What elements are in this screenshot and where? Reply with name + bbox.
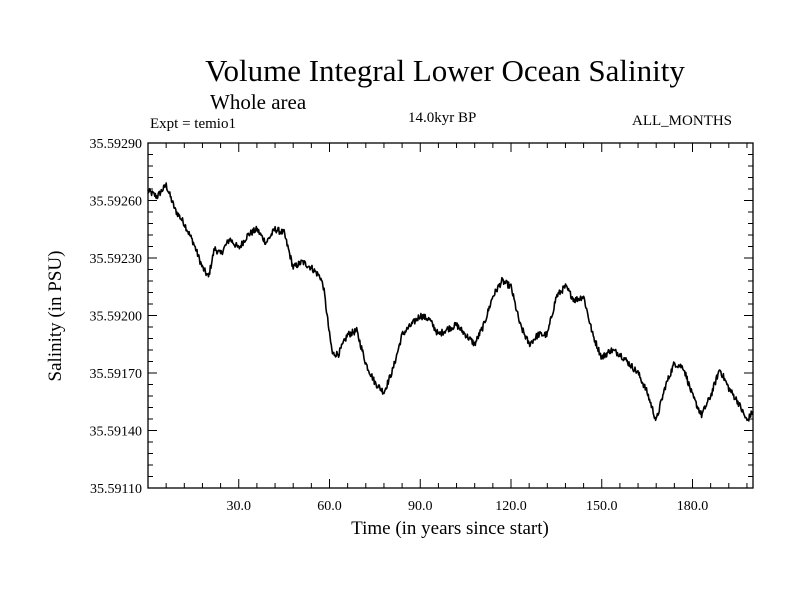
series-layer <box>147 182 754 422</box>
x-tick-label: 60.0 <box>317 499 342 514</box>
y-tick-label: 35.59290 <box>90 137 143 152</box>
x-tick-label: 180.0 <box>677 499 709 514</box>
experiment-label: Expt = temio1 <box>150 116 236 132</box>
x-tick-label: 30.0 <box>227 499 252 514</box>
axis-ticks <box>148 143 753 488</box>
y-tick-label: 35.59230 <box>90 252 143 267</box>
salinity-series-line <box>147 182 754 422</box>
y-tick-label: 35.59110 <box>90 482 142 497</box>
x-axis-label: Time (in years since start) <box>351 518 549 539</box>
chart-subtitle: Whole area <box>210 90 307 114</box>
y-tick-label: 35.59260 <box>90 195 143 210</box>
y-tick-label: 35.59200 <box>90 310 143 325</box>
plot-frame <box>147 142 754 489</box>
y-tick-label: 35.59170 <box>90 367 143 382</box>
x-tick-label: 90.0 <box>408 499 433 514</box>
chart-title: Volume Integral Lower Ocean Salinity <box>205 53 685 88</box>
y-axis-label: Salinity (in PSU) <box>45 251 66 382</box>
tick-labels: 30.0 60.0 90.0 120.0 150.0 180.0 35.59110 35.59… <box>90 137 709 514</box>
x-tick-label: 120.0 <box>495 499 527 514</box>
months-label: ALL_MONTHS <box>632 113 732 129</box>
x-tick-label: 150.0 <box>586 499 618 514</box>
period-label: 14.0kyr BP <box>408 110 477 126</box>
y-tick-label: 35.59140 <box>90 425 143 440</box>
